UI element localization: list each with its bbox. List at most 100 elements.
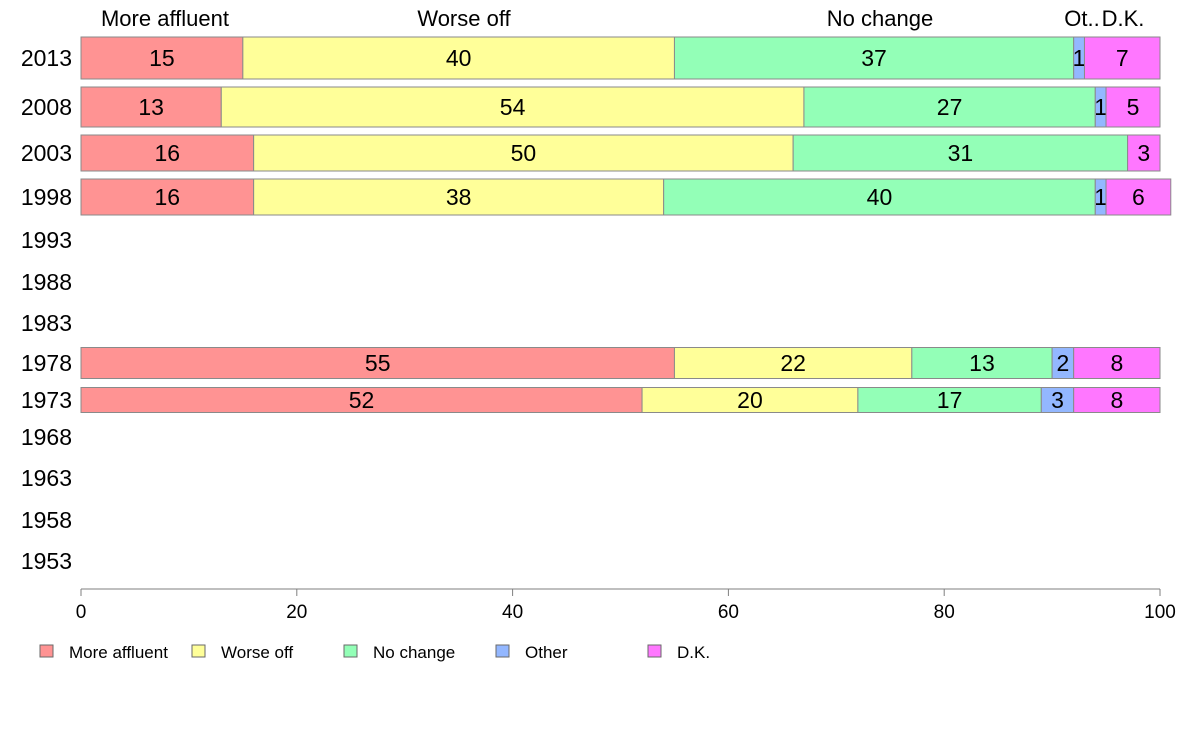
bar-segment	[253, 178, 665, 216]
data-label: 16	[155, 140, 181, 166]
data-label: 8	[1110, 350, 1123, 376]
data-label: 1	[1073, 45, 1086, 71]
legend-swatch	[39, 644, 54, 658]
category-label: 2003	[21, 140, 72, 166]
tick-label: 40	[502, 602, 523, 623]
x-axis: 0 20 40 60 80 100	[76, 588, 1176, 623]
data-label: 6	[1132, 184, 1145, 210]
column-headers: More affluent Worse off No change Ot.. D.K.	[101, 6, 1144, 31]
legend-swatch	[343, 644, 358, 658]
tick-label: 100	[1144, 602, 1176, 623]
data-label: 17	[937, 387, 963, 413]
category-label: 1983	[21, 310, 72, 336]
tick-label: 60	[718, 602, 739, 623]
data-label: 2	[1056, 350, 1069, 376]
data-label: 1	[1094, 94, 1107, 120]
category-label: 1978	[21, 350, 72, 376]
data-label: 13	[969, 350, 995, 376]
data-label: 13	[138, 94, 164, 120]
row-2003: 2003 16 50 31 3	[21, 134, 1161, 172]
data-label: 22	[780, 350, 806, 376]
row-1968: 1968	[21, 424, 72, 450]
data-label: 20	[737, 387, 763, 413]
row-2008: 2008 13 54 27 1 5	[21, 86, 1161, 128]
row-1973: 1973 52 20 17 3 8	[21, 387, 1161, 413]
row-1958: 1958	[21, 507, 72, 533]
category-label: 1973	[21, 387, 72, 413]
category-label: 1953	[21, 548, 72, 574]
legend-label: No change	[373, 643, 455, 662]
column-header-4: D.K.	[1102, 6, 1145, 31]
data-label: 27	[937, 94, 963, 120]
category-label: 1968	[21, 424, 72, 450]
tick-label: 80	[934, 602, 955, 623]
legend-item: Worse off	[191, 643, 293, 662]
data-label: 1	[1094, 184, 1107, 210]
row-1978: 1978 55 22 13 2 8	[21, 347, 1161, 379]
category-label: 2008	[21, 94, 72, 120]
legend: More affluent Worse off No change Other D.K.	[39, 643, 710, 662]
category-label: 2013	[21, 45, 72, 71]
legend-swatch	[191, 644, 206, 658]
data-label: 31	[948, 140, 974, 166]
tick-label: 0	[76, 602, 87, 623]
bar-segment	[80, 347, 675, 379]
bar-segment	[1105, 86, 1161, 128]
legend-swatch	[495, 644, 510, 658]
row-1983: 1983	[21, 310, 72, 336]
bar-segment	[80, 86, 222, 128]
bar-segment	[803, 86, 1096, 128]
category-label: 1988	[21, 269, 72, 295]
row-1953: 1953	[21, 548, 72, 574]
row-1963: 1963	[21, 465, 72, 491]
bar-segment	[673, 347, 913, 379]
bar-segment	[663, 178, 1096, 216]
data-label: 38	[446, 184, 472, 210]
column-header-3: Ot..	[1064, 6, 1099, 31]
row-1998: 1998 16 38 40 1 6	[21, 178, 1172, 216]
bar-segment	[1105, 178, 1172, 216]
bar-segment	[1073, 387, 1161, 413]
data-label: 15	[149, 45, 175, 71]
bar-segment	[911, 347, 1053, 379]
data-label: 7	[1116, 45, 1129, 71]
legend-label: Worse off	[221, 643, 293, 662]
category-label: 1958	[21, 507, 72, 533]
column-header-2: No change	[827, 6, 933, 31]
row-1988: 1988	[21, 269, 72, 295]
bar-segment	[1040, 387, 1075, 413]
bar-segment	[792, 134, 1129, 172]
data-label: 55	[365, 350, 391, 376]
data-label: 16	[155, 184, 181, 210]
data-label: 50	[511, 140, 537, 166]
bar-segment	[242, 36, 675, 80]
row-2013: 2013 15 40 37 1 7	[21, 36, 1161, 80]
tick-label: 20	[286, 602, 307, 623]
column-header-0: More affluent	[101, 6, 229, 31]
bar-segment	[80, 134, 255, 172]
data-label: 3	[1051, 387, 1064, 413]
category-label: 1963	[21, 465, 72, 491]
bar-segment	[1127, 134, 1161, 172]
legend-swatch	[647, 644, 662, 658]
legend-label: Other	[525, 643, 568, 662]
bar-segment	[220, 86, 805, 128]
legend-item: D.K.	[647, 643, 710, 662]
legend-item: No change	[343, 643, 455, 662]
category-label: 1998	[21, 184, 72, 210]
category-label: 1993	[21, 227, 72, 253]
data-label: 54	[500, 94, 526, 120]
row-1993: 1993	[21, 227, 72, 253]
bar-segment	[80, 36, 244, 80]
bar-segment	[857, 387, 1042, 413]
data-label: 5	[1127, 94, 1140, 120]
data-label: 40	[867, 184, 893, 210]
bar-segment	[673, 36, 1075, 80]
data-label: 52	[349, 387, 375, 413]
bar-segment	[1073, 347, 1161, 379]
data-label: 3	[1137, 140, 1150, 166]
bar-segment	[641, 387, 859, 413]
legend-item: More affluent	[39, 643, 168, 662]
